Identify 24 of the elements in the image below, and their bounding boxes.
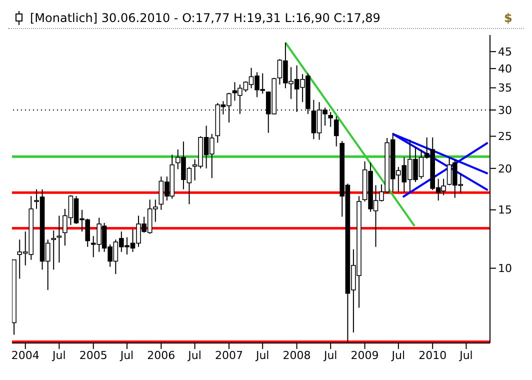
y-tick-label: 40 bbox=[498, 62, 512, 76]
x-tick-label: Jul bbox=[322, 348, 338, 362]
x-tick-label: 2009 bbox=[350, 348, 379, 362]
y-tick-label: 30 bbox=[498, 104, 512, 117]
x-tick-label: Jul bbox=[254, 348, 270, 362]
x-tick-label: Jul bbox=[119, 348, 134, 362]
x-tick-label: 2006 bbox=[147, 348, 176, 362]
y-axis-title: $ bbox=[504, 11, 514, 25]
chart-title: [Monatlich] 30.06.2010 - O:17,77 H:19,31 L:16,90 C:17,89 bbox=[30, 11, 382, 25]
x-tick-label: 2008 bbox=[282, 348, 311, 362]
y-tick-label: 15 bbox=[498, 204, 512, 217]
x-tick-label: Jul bbox=[187, 348, 202, 362]
y-tick-label: 10 bbox=[498, 262, 512, 276]
x-tick-label: 2005 bbox=[79, 348, 108, 362]
x-tick-label: 2004 bbox=[11, 348, 40, 362]
x-tick-label: 2010 bbox=[418, 348, 447, 362]
x-tick-label: Jul bbox=[390, 348, 406, 362]
y-tick-label: 45 bbox=[498, 46, 512, 59]
y-tick-label: 20 bbox=[498, 162, 512, 176]
x-tick-label: 2007 bbox=[214, 348, 243, 362]
y-tick-label: 25 bbox=[498, 130, 512, 144]
x-tick-label: Jul bbox=[52, 348, 66, 362]
y-tick-label: 35 bbox=[498, 82, 512, 95]
x-tick-label: Jul bbox=[458, 348, 473, 362]
